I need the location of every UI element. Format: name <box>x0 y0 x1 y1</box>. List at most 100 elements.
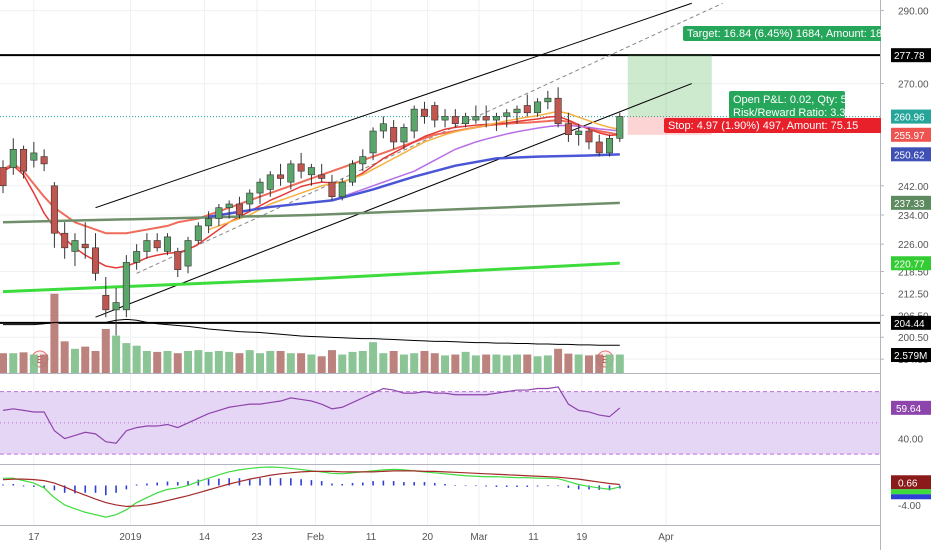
candle-body <box>338 181 346 198</box>
candle-body <box>369 130 377 154</box>
volume-bar <box>266 351 275 373</box>
macd-histogram-bar <box>176 482 179 486</box>
macd-histogram-bar <box>248 478 251 486</box>
price-label: 250.62 <box>894 150 925 161</box>
rsi-last-bg <box>891 400 931 415</box>
earnings-marker-label: E <box>602 355 609 366</box>
price-label: 255.97 <box>894 131 925 142</box>
macd-histogram-bar <box>577 485 580 490</box>
price-label-bg <box>891 315 931 330</box>
macd-histogram-bar <box>433 483 436 486</box>
candle-body <box>246 192 254 205</box>
macd-histogram-bar <box>464 485 467 487</box>
candle-body <box>9 148 17 168</box>
price-tick-label: 200.50 <box>898 333 929 344</box>
risk-reward-label: Risk/Reward Ratio: 3.39 <box>733 107 852 119</box>
volume-bar <box>410 353 419 373</box>
candle-body <box>606 138 614 154</box>
candle-body <box>71 240 79 252</box>
macd-histogram-bar <box>63 485 66 493</box>
macd-histogram-bar <box>485 485 487 487</box>
candle-body <box>575 130 583 135</box>
macd-histogram-bar <box>259 478 261 486</box>
macd-histogram-bar <box>146 483 148 486</box>
candle-body <box>153 240 161 249</box>
macd-histogram-bar <box>475 485 477 487</box>
volume-bar <box>214 351 223 373</box>
macd-histogram-bar <box>444 484 446 486</box>
volume-bar <box>317 356 326 373</box>
macd-histogram-bar <box>135 484 138 486</box>
macd-histogram-bar <box>588 485 590 490</box>
volume-bar <box>327 350 336 373</box>
volume-bar <box>276 351 285 373</box>
volume-bar <box>194 350 203 373</box>
volume-bar <box>502 355 511 373</box>
candle-body <box>163 236 171 252</box>
candle-body <box>297 163 305 172</box>
rsi-line <box>2 386 621 444</box>
candle-body <box>205 218 213 227</box>
macd-histogram-bar <box>33 485 35 487</box>
candle-body <box>431 105 439 121</box>
volume-bar <box>307 354 316 373</box>
candle-body <box>492 116 500 121</box>
volume-bar <box>225 351 234 373</box>
candle-body <box>523 105 531 114</box>
macd-histogram-bar <box>300 479 302 486</box>
candle-body <box>277 174 285 179</box>
volume-bar <box>615 354 624 373</box>
candle-body <box>50 185 58 234</box>
macd-histogram-bar <box>423 482 426 486</box>
macd-histogram-bar <box>331 483 333 486</box>
volume-bar <box>379 353 388 373</box>
price-label-bg <box>891 127 931 142</box>
macd-histogram-bar <box>269 477 272 486</box>
price-pane[interactable]: Target: 16.84 (6.45%) 1684, Amount: 184.… <box>0 2 932 368</box>
volume-bar <box>50 293 59 373</box>
time-tick-label: 23 <box>251 532 263 543</box>
macd-histogram-bar <box>320 481 323 486</box>
candle-body <box>143 240 151 252</box>
volume-bar <box>533 356 542 373</box>
macd-histogram-bar <box>557 485 559 487</box>
volume-bar <box>605 354 614 373</box>
macd-histogram-bar <box>2 484 4 486</box>
price-label: 2.579M <box>894 351 927 362</box>
candle-body <box>472 116 480 121</box>
macd-histogram-bar <box>516 485 518 487</box>
macd-histogram-bar <box>115 485 117 493</box>
candle-body <box>287 163 295 183</box>
volume-bar <box>286 353 295 373</box>
volume-bar <box>574 354 583 373</box>
price-axis-bg <box>881 0 932 550</box>
candle-body <box>102 294 110 311</box>
candle-body <box>482 116 490 121</box>
candle-body <box>554 97 562 125</box>
candle-body <box>256 181 264 194</box>
price-label-bg <box>891 348 931 362</box>
volume-bar <box>70 348 79 373</box>
rsi-pane <box>0 386 880 455</box>
candle-body <box>112 302 120 311</box>
macd-histogram-bar <box>362 482 364 486</box>
target-label-bg <box>683 26 932 41</box>
volume-bar <box>142 351 151 373</box>
volume-bar <box>91 351 100 373</box>
macd-pane <box>2 466 621 518</box>
price-tick-label: 212.50 <box>898 289 929 300</box>
candle-body <box>122 262 130 311</box>
macd-histogram-bar <box>84 485 87 493</box>
volume-bar <box>19 352 28 373</box>
time-tick-label: 11 <box>366 532 377 543</box>
macd-histogram-bar <box>166 481 169 486</box>
time-tick-label: Apr <box>658 532 674 543</box>
volume-bar <box>163 351 172 373</box>
price-tick-label: 234.00 <box>898 211 929 222</box>
macd-histogram-bar <box>187 481 189 486</box>
price-label-bg <box>891 256 931 271</box>
moving-average-line <box>208 153 620 219</box>
volume-bar <box>420 351 429 373</box>
